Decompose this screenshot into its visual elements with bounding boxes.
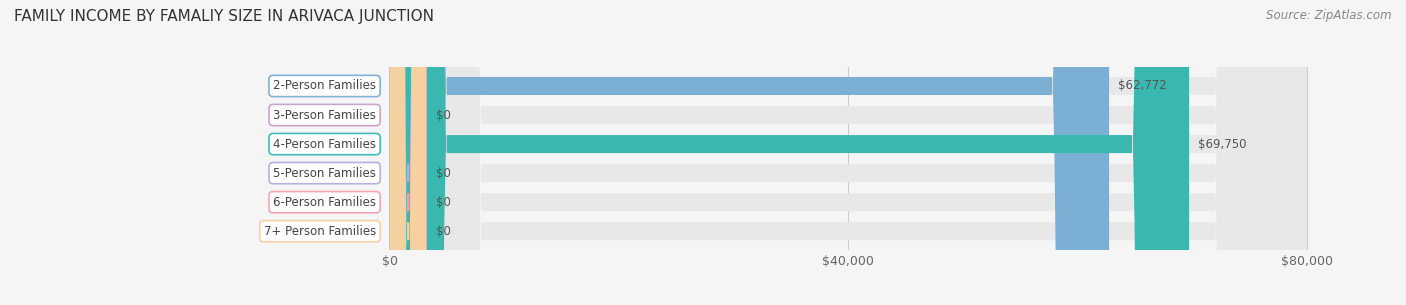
Text: $0: $0 xyxy=(436,109,450,121)
FancyBboxPatch shape xyxy=(389,0,1306,305)
Text: 2-Person Families: 2-Person Families xyxy=(273,80,375,92)
FancyBboxPatch shape xyxy=(389,0,1306,305)
FancyBboxPatch shape xyxy=(389,0,426,305)
Text: 3-Person Families: 3-Person Families xyxy=(273,109,375,121)
Text: $62,772: $62,772 xyxy=(1118,80,1167,92)
FancyBboxPatch shape xyxy=(389,0,1306,305)
Text: $0: $0 xyxy=(436,167,450,180)
Text: $69,750: $69,750 xyxy=(1198,138,1247,151)
FancyBboxPatch shape xyxy=(389,0,1306,305)
FancyBboxPatch shape xyxy=(389,0,426,305)
FancyBboxPatch shape xyxy=(389,0,1189,305)
FancyBboxPatch shape xyxy=(389,0,426,305)
FancyBboxPatch shape xyxy=(389,0,1306,305)
FancyBboxPatch shape xyxy=(389,0,1109,305)
Text: $0: $0 xyxy=(436,225,450,238)
Text: $0: $0 xyxy=(436,196,450,209)
Text: 4-Person Families: 4-Person Families xyxy=(273,138,375,151)
Text: 5-Person Families: 5-Person Families xyxy=(273,167,375,180)
Text: Source: ZipAtlas.com: Source: ZipAtlas.com xyxy=(1267,9,1392,22)
Text: 6-Person Families: 6-Person Families xyxy=(273,196,375,209)
Text: FAMILY INCOME BY FAMALIY SIZE IN ARIVACA JUNCTION: FAMILY INCOME BY FAMALIY SIZE IN ARIVACA… xyxy=(14,9,434,24)
Text: 7+ Person Families: 7+ Person Families xyxy=(264,225,375,238)
FancyBboxPatch shape xyxy=(389,0,1306,305)
FancyBboxPatch shape xyxy=(389,0,426,305)
